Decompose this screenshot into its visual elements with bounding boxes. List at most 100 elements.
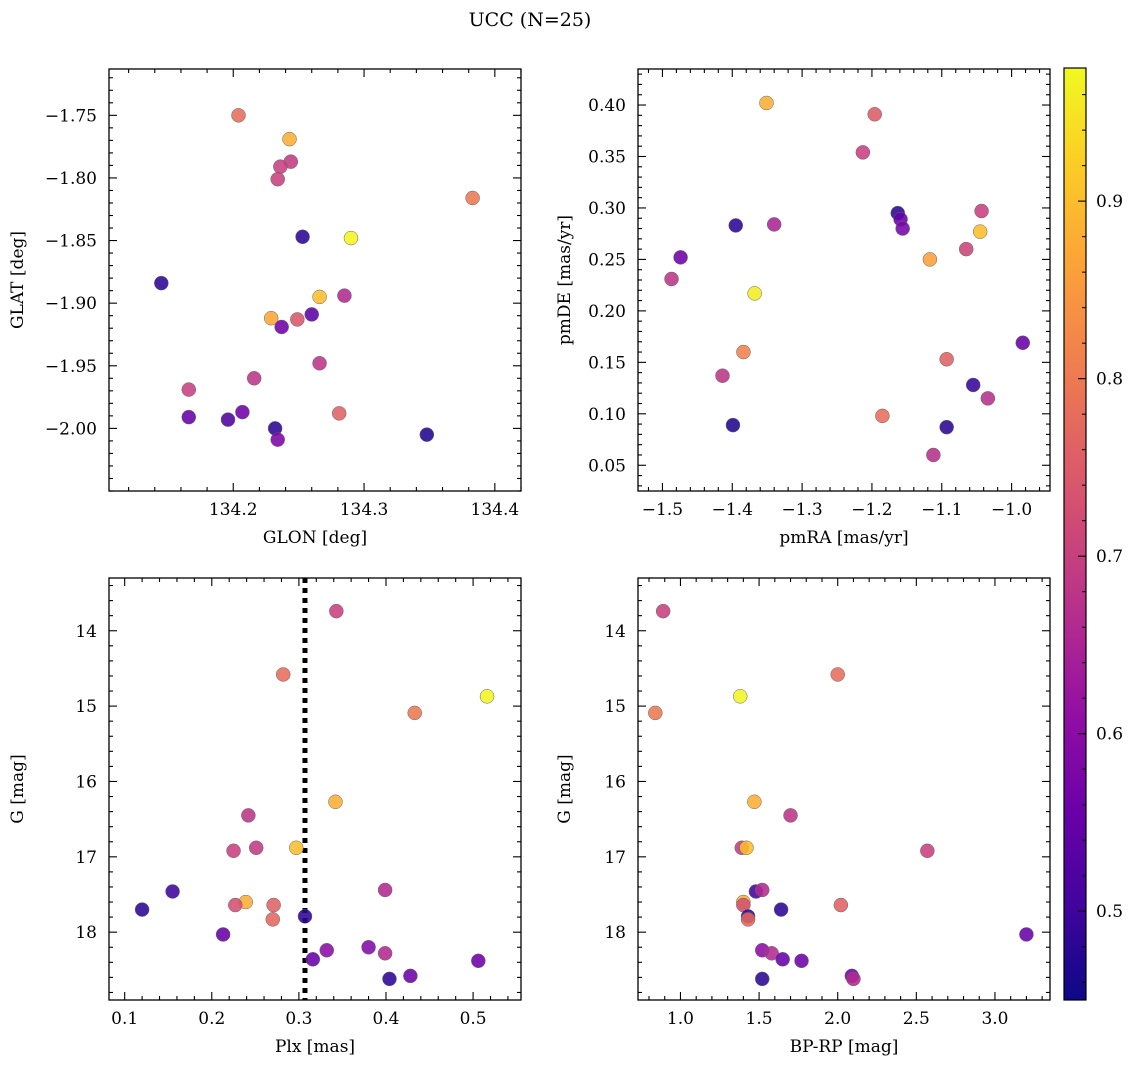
data-point <box>920 843 935 859</box>
data-point <box>775 952 790 967</box>
x-tick-label: 3.0 <box>981 1009 1008 1029</box>
data-point <box>736 344 751 360</box>
data-point <box>248 840 264 856</box>
colorbar-tick-label: 0.8 <box>1096 370 1123 390</box>
y-tick-label: 17 <box>604 848 626 868</box>
data-point <box>725 417 741 433</box>
data-point <box>747 794 762 810</box>
plot-frame <box>637 68 1051 492</box>
y-tick-label: 16 <box>75 772 97 792</box>
data-point <box>181 409 197 425</box>
data-point <box>465 190 480 206</box>
y-tick-label: −1.90 <box>45 294 97 314</box>
x-tick-label: −1.2 <box>851 500 892 520</box>
data-point <box>312 356 327 371</box>
colorbar-tick-label: 0.9 <box>1096 192 1123 212</box>
data-point <box>289 840 304 856</box>
data-point <box>337 288 352 303</box>
data-point <box>343 230 359 246</box>
data-point <box>331 406 347 421</box>
data-point <box>154 275 169 291</box>
x-tick-label: −1.3 <box>781 500 822 520</box>
x-tick-label: 2.0 <box>824 1009 851 1029</box>
data-point <box>754 971 770 987</box>
y-tick-label: 14 <box>604 622 626 642</box>
data-point <box>773 902 789 917</box>
y-tick-label: 0.40 <box>588 96 626 116</box>
data-point <box>664 271 679 287</box>
data-point <box>295 229 310 245</box>
data-point <box>266 897 281 913</box>
panels: 134.2 134.3 134.4 −2.00 −1.95 −1.90 −1.85 −1.80… <box>8 68 1051 1057</box>
y-axis-label: G [mag] <box>555 754 575 823</box>
data-point <box>655 603 671 619</box>
y-tick-label: −1.75 <box>45 106 97 126</box>
data-point <box>846 971 861 987</box>
y-tick-label: 0.05 <box>588 456 626 476</box>
data-point <box>794 953 809 969</box>
data-point <box>312 289 327 305</box>
data-point <box>328 794 343 810</box>
y-axis-label: G [mag] <box>8 754 28 823</box>
data-point <box>673 250 688 265</box>
axis-ticks <box>638 578 1050 1000</box>
data-point <box>939 352 954 367</box>
y-tick-label: 18 <box>75 923 97 943</box>
data-point <box>830 667 845 682</box>
colorbar-gradient <box>1063 67 1087 1001</box>
x-tick-label: −1.0 <box>991 500 1032 520</box>
data-point <box>958 241 974 257</box>
x-axis-label: pmRA [mas/yr] <box>779 528 908 548</box>
data-point <box>833 897 849 913</box>
panel-1: 134.2 134.3 134.4 −2.00 −1.95 −1.90 −1.85 −1.80… <box>8 68 522 548</box>
data-point <box>974 203 989 219</box>
data-point <box>867 107 882 122</box>
data-point <box>407 705 422 721</box>
x-axis-label: Plx [mas] <box>275 1037 355 1057</box>
y-tick-label: 0.35 <box>588 147 626 167</box>
data-point <box>377 946 393 961</box>
colorbar: 0.5 0.6 0.7 0.8 0.9 <box>1063 67 1123 1001</box>
data-point <box>471 953 486 969</box>
x-tick-label: 134.4 <box>471 500 520 520</box>
data-point <box>403 968 418 984</box>
data-point <box>939 419 954 435</box>
data-point <box>319 943 335 958</box>
axis-ticks <box>109 69 522 492</box>
data-point <box>246 371 262 386</box>
data-point <box>215 927 231 942</box>
data-point <box>329 603 344 619</box>
data-point <box>783 808 798 823</box>
data-point <box>419 427 435 442</box>
x-tick-label: 0.3 <box>285 1009 312 1029</box>
x-tick-label: −1.5 <box>642 500 683 520</box>
data-point <box>972 224 988 239</box>
y-tick-label: 0.25 <box>588 250 626 270</box>
data-point <box>305 952 321 967</box>
data-point <box>895 221 910 236</box>
data-point <box>231 108 246 123</box>
data-point <box>235 404 250 420</box>
data-point <box>728 218 744 233</box>
data-point <box>715 368 730 383</box>
axis-ticks <box>109 578 521 1000</box>
y-axis-label: pmDE [mas/yr] <box>555 215 575 345</box>
x-tick-label: 0.4 <box>372 1009 399 1029</box>
data-point <box>382 971 397 987</box>
data-point <box>759 95 774 111</box>
data-point <box>766 217 782 232</box>
y-tick-label: 0.20 <box>588 302 626 322</box>
x-tick-label: 134.2 <box>209 500 258 520</box>
data-point <box>297 909 313 924</box>
data-point <box>747 286 762 301</box>
y-tick-label: −1.80 <box>45 169 97 189</box>
data-point <box>1019 927 1034 942</box>
data-point <box>270 432 285 447</box>
y-tick-label: −1.85 <box>45 232 97 252</box>
x-tick-label: 1.0 <box>667 1009 694 1029</box>
y-tick-label: 17 <box>75 848 97 868</box>
panel-2: −1.5 −1.4 −1.3 −1.2 −1.1 −1.0 0.05 0.10 0.15 0.20… <box>555 68 1051 548</box>
y-tick-label: 15 <box>75 697 97 717</box>
data-point <box>241 808 256 823</box>
